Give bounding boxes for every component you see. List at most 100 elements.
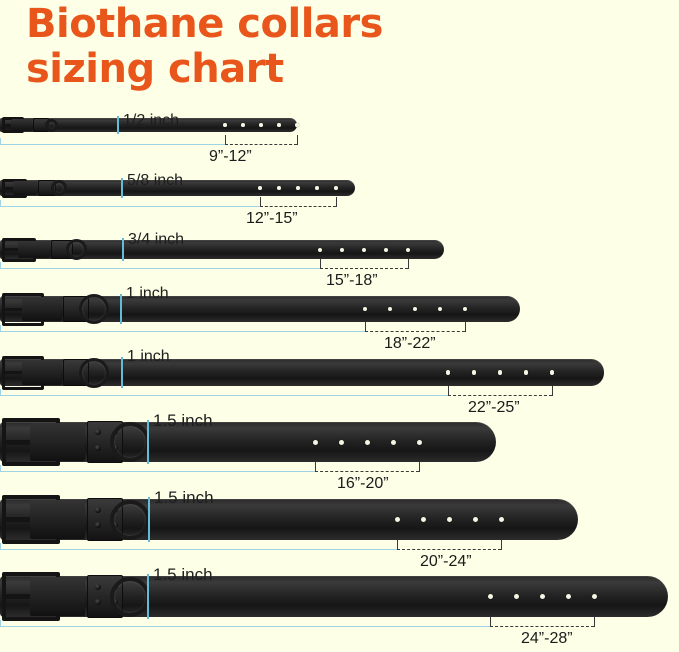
- adjustment-hole: [259, 123, 263, 127]
- range-bracket-tick: [320, 259, 321, 269]
- length-baseline: [0, 206, 260, 207]
- width-measure-tick: [148, 497, 150, 542]
- range-bracket-tick: [448, 386, 449, 396]
- width-label: 1.5 inch: [153, 565, 213, 584]
- length-baseline: [0, 331, 365, 332]
- length-baseline: [0, 471, 315, 472]
- adjustment-hole: [384, 247, 388, 252]
- width-measure-tick: [120, 294, 122, 324]
- range-bracket-tick: [297, 135, 298, 145]
- adjustment-hole: [487, 594, 493, 599]
- adjustment-hole: [258, 186, 262, 190]
- adjustment-hole: [497, 370, 503, 375]
- range-bracket-line: [365, 331, 465, 332]
- range-bracket-tick: [315, 462, 316, 472]
- range-label: 12”-15”: [246, 210, 298, 227]
- adjustment-hole: [277, 186, 281, 190]
- adjustment-hole: [471, 370, 477, 375]
- adjustment-hole: [462, 306, 468, 312]
- title-line-1: Biothane collars: [26, 1, 383, 47]
- range-bracket-line: [320, 268, 408, 269]
- range-label: 24”-28”: [521, 630, 573, 647]
- length-baseline-left-cap: [0, 543, 1, 550]
- range-bracket-line: [490, 626, 594, 627]
- length-baseline: [0, 144, 225, 145]
- d-ring: [66, 239, 88, 260]
- range-bracket-tick: [419, 462, 420, 472]
- adjustment-hole: [513, 594, 519, 599]
- length-baseline: [0, 268, 320, 269]
- adjustment-hole: [312, 439, 318, 445]
- keeper-rivet: [95, 599, 102, 606]
- range-label: 15”-18”: [326, 272, 378, 289]
- range-bracket-tick: [225, 135, 226, 145]
- width-label: 5/8 inch: [127, 172, 184, 189]
- adjustment-hole: [412, 306, 418, 312]
- adjustment-hole: [315, 186, 319, 190]
- buckle-tongue: [11, 119, 33, 131]
- buckle-tongue: [30, 500, 86, 539]
- length-baseline-left-cap: [0, 325, 1, 332]
- adjustment-hole: [334, 186, 338, 190]
- width-label: 1/2 inch: [123, 112, 180, 129]
- adjustment-hole: [539, 594, 545, 599]
- adjustment-hole: [445, 370, 451, 375]
- width-measure-tick: [121, 357, 123, 388]
- page-title: Biothane collars sizing chart: [26, 2, 456, 92]
- length-baseline-left-cap: [0, 138, 1, 145]
- collar-strap: [0, 118, 297, 132]
- range-label: 9”-12”: [209, 148, 252, 165]
- range-label: 20”-24”: [420, 553, 472, 570]
- buckle-tongue: [21, 360, 62, 385]
- d-ring: [110, 576, 151, 617]
- adjustment-hole: [223, 123, 227, 127]
- adjustment-hole: [498, 517, 504, 522]
- range-bracket-tick: [501, 540, 502, 550]
- keeper-rivet: [95, 583, 102, 590]
- range-bracket-line: [225, 144, 297, 145]
- d-ring: [79, 294, 110, 324]
- keeper-rivet: [95, 429, 102, 436]
- title-line-2: sizing chart: [26, 46, 284, 92]
- adjustment-hole: [446, 517, 452, 522]
- range-bracket-line: [397, 549, 501, 550]
- range-bracket-line: [315, 471, 419, 472]
- adjustment-hole: [591, 594, 597, 599]
- length-baseline-left-cap: [0, 620, 1, 627]
- range-bracket-tick: [552, 386, 553, 396]
- width-measure-tick: [122, 238, 124, 261]
- width-measure-tick: [147, 574, 149, 619]
- width-measure-tick: [147, 420, 149, 464]
- range-label: 18”-22”: [384, 335, 436, 352]
- width-measure-tick: [117, 116, 119, 134]
- length-baseline-left-cap: [0, 262, 1, 269]
- range-bracket-tick: [594, 617, 595, 627]
- d-ring: [110, 499, 151, 540]
- range-bracket-tick: [336, 197, 337, 207]
- width-label: 1 inch: [127, 348, 170, 365]
- adjustment-hole: [420, 517, 426, 522]
- length-baseline: [0, 549, 397, 550]
- adjustment-hole: [387, 306, 393, 312]
- length-baseline-left-cap: [0, 389, 1, 396]
- width-label: 1.5 inch: [154, 488, 214, 507]
- adjustment-hole: [416, 439, 422, 445]
- keeper-rivet: [95, 522, 102, 529]
- range-label: 16”-20”: [337, 475, 389, 492]
- adjustment-hole: [406, 247, 410, 252]
- adjustment-hole: [340, 247, 344, 252]
- length-baseline: [0, 626, 490, 627]
- range-bracket-tick: [397, 540, 398, 550]
- adjustment-hole: [364, 439, 370, 445]
- range-bracket-tick: [260, 197, 261, 207]
- keeper-rivet: [95, 506, 102, 513]
- collar-strap: [0, 180, 355, 196]
- buckle-tongue: [30, 423, 86, 461]
- buckle-tongue: [13, 181, 37, 195]
- range-bracket-line: [260, 206, 336, 207]
- buckle-tongue: [21, 297, 62, 321]
- length-baseline-left-cap: [0, 465, 1, 472]
- range-bracket-line: [448, 395, 552, 396]
- width-label: 3/4 inch: [128, 231, 185, 248]
- adjustment-hole: [295, 123, 299, 127]
